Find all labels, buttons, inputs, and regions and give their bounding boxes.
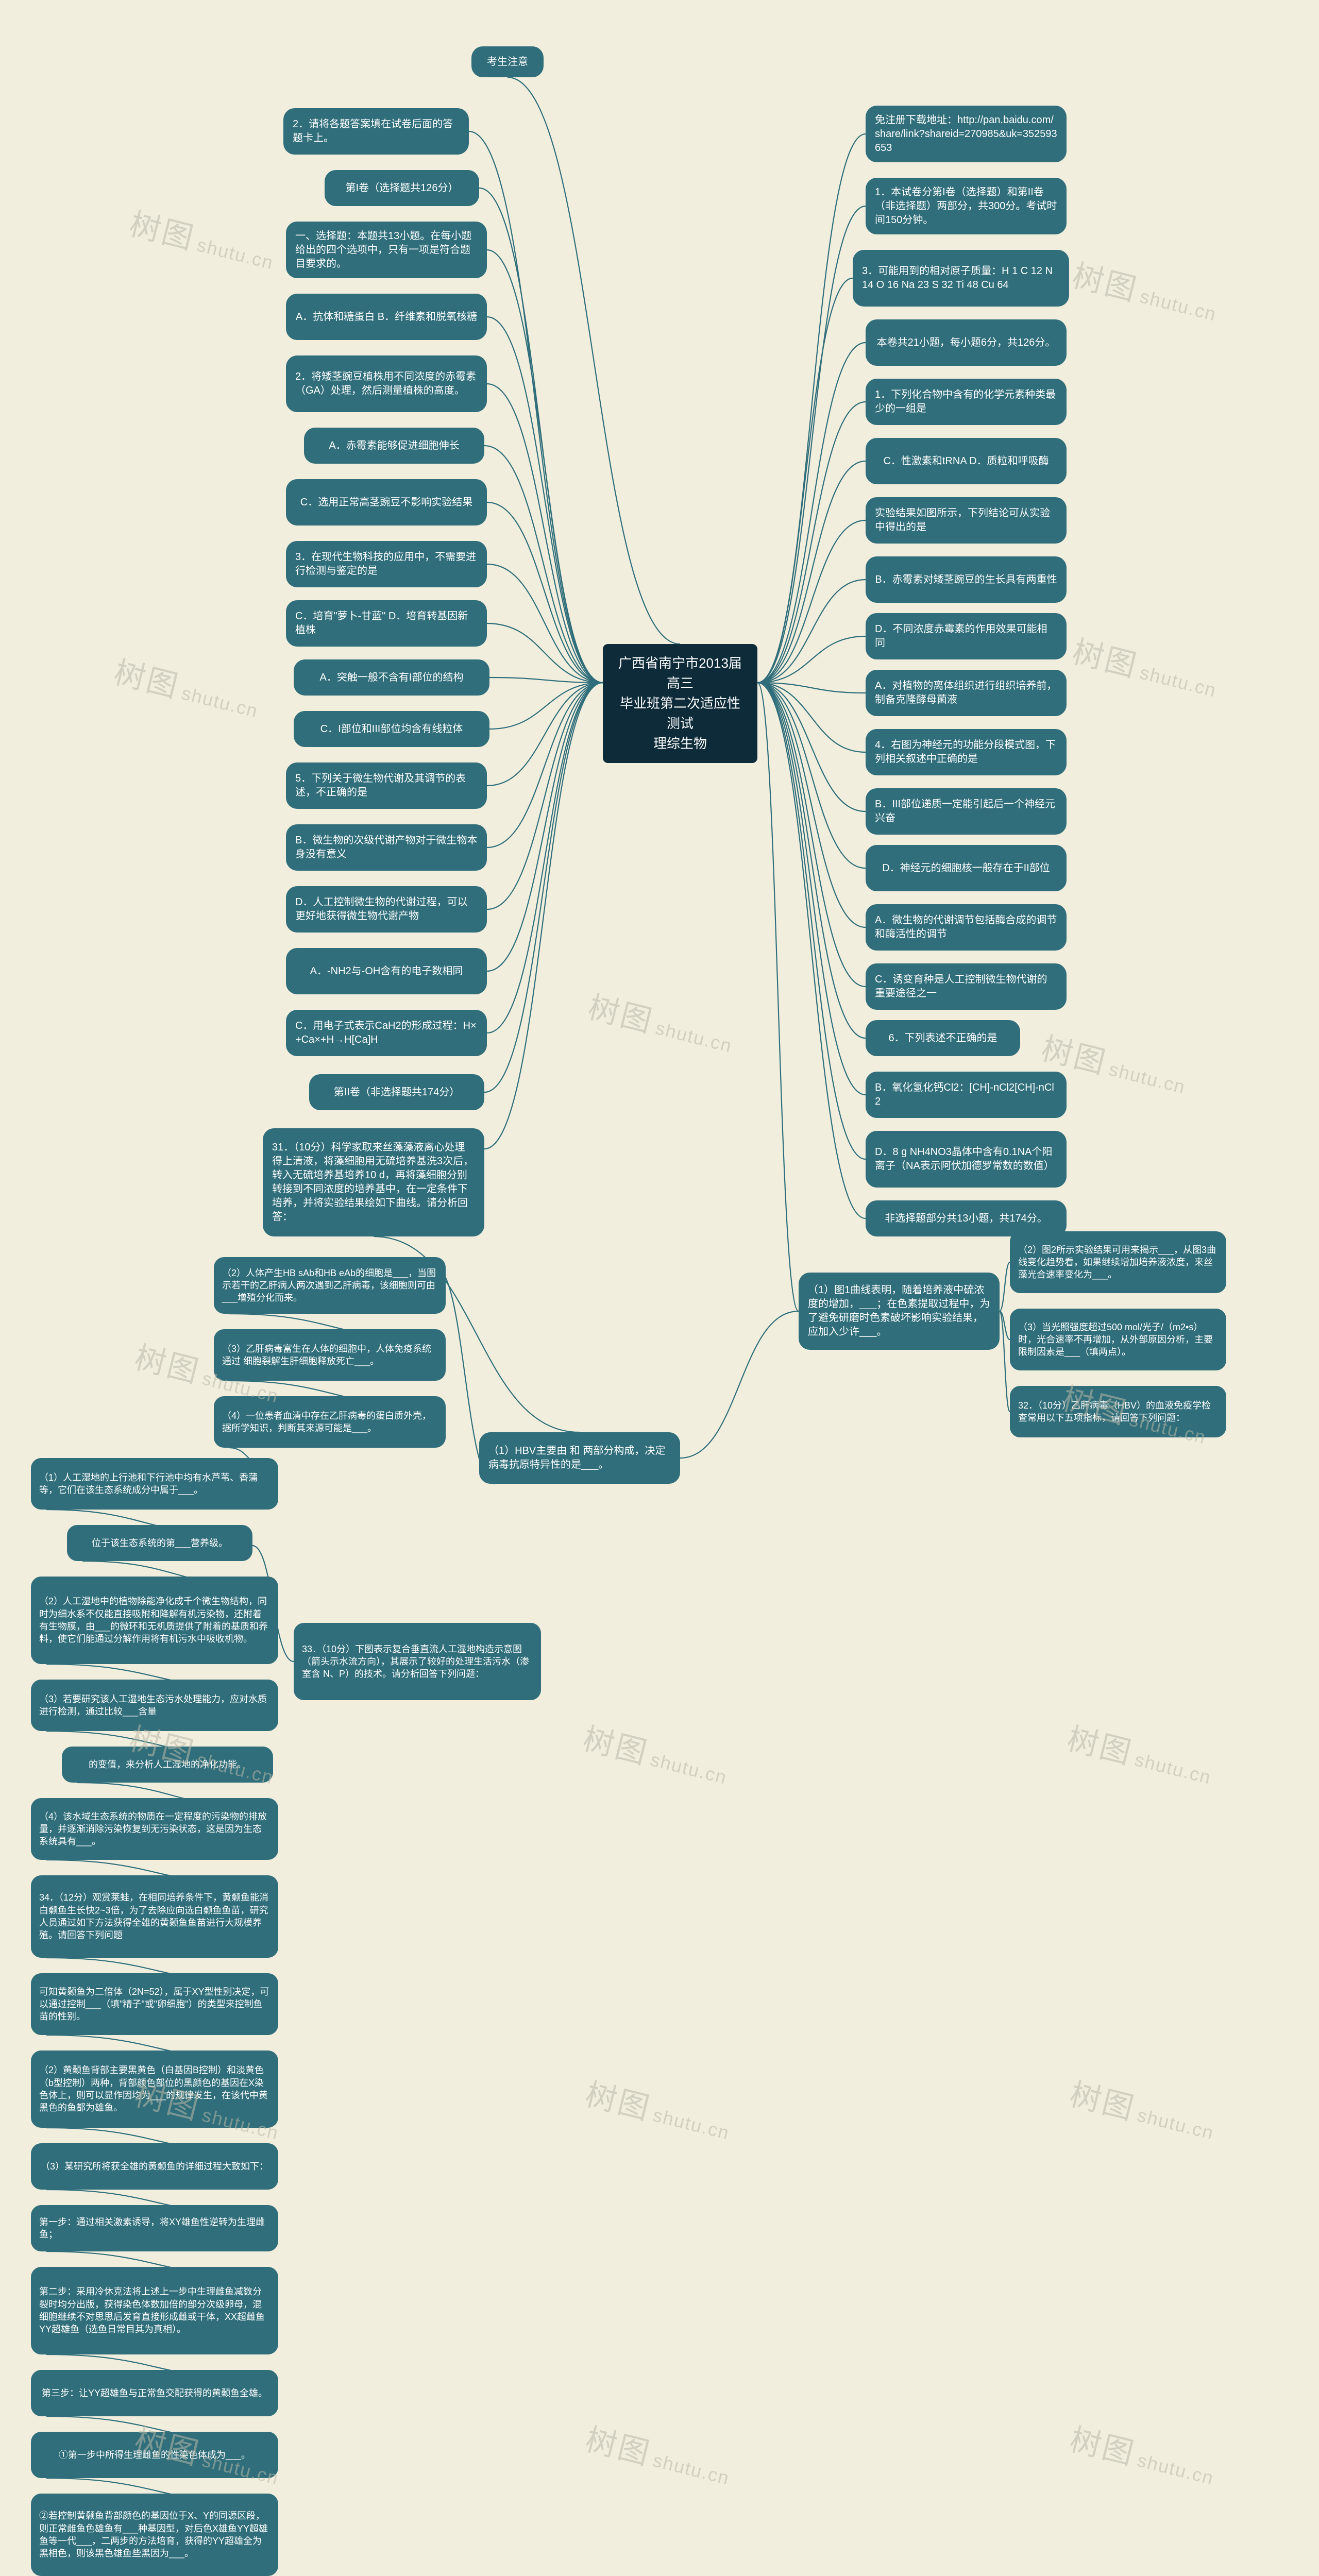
branch-node: （3）若要研究该人工湿地生态污水处理能力，应对水质进行检测，通过比较___含量 <box>31 1680 278 1731</box>
branch-node: 32．（10分）乙肝病毒（HBV）的血液免疫学检查常用以下五项指标，请回答下列问… <box>1010 1386 1226 1437</box>
watermark: 树图shutu.cn <box>582 2069 737 2148</box>
branch-node: 4．右图为神经元的功能分段模式图，下列相关叙述中正确的是 <box>866 729 1067 775</box>
branch-node: （4）一位患者血清中存在乙肝病毒的蛋白质外壳，据所学知识，判断其来源可能是___… <box>214 1396 446 1448</box>
branch-node: （2）人体产生HB sAb和HB eAb的细胞是___，当图示若干的乙肝病人两次… <box>214 1257 446 1314</box>
branch-node: 位于该生态系统的第___营养级。 <box>67 1525 252 1561</box>
branch-node: 一、选择题：本题共13小题。在每小题给出的四个选项中，只有一项是符合题目要求的。 <box>286 222 487 278</box>
branch-node: C．性激素和tRNA D．质粒和呼吸酶 <box>866 438 1067 484</box>
branch-node: 1．下列化合物中含有的化学元素种类最少的一组是 <box>866 379 1067 425</box>
q31-mid-node: （1）图1曲线表明，随着培养液中硫浓度的增加，___；在色素提取过程中，为了避免… <box>799 1273 1000 1350</box>
branch-node: B．氧化氢化钙Cl2：[CH]-nCl2[CH]-nCl2 <box>866 1072 1067 1118</box>
watermark: 树图shutu.cn <box>1069 250 1224 330</box>
branch-node: 第一步：通过相关激素诱导，将XY雄鱼性逆转为生理雌鱼； <box>31 2205 278 2251</box>
branch-node: 实验结果如图所示，下列结论可从实验中得出的是 <box>866 497 1067 544</box>
branch-node: 2．请将各题答案填在试卷后面的答题卡上。 <box>283 108 469 155</box>
branch-node: 第I卷（选择题共126分） <box>325 170 479 206</box>
branch-node: 第II卷（非选择题共174分） <box>309 1074 484 1110</box>
branch-node: （2）黄颡鱼背部主要黑黄色（白基因B控制）和淡黄色（b型控制）两种，背部颜色部位… <box>31 2050 278 2128</box>
branch-node: D．神经元的细胞核一般存在于II部位 <box>866 845 1067 891</box>
branch-node: 3．在现代生物科技的应用中，不需要进行检测与鉴定的是 <box>286 541 487 587</box>
branch-node: 的变值，来分析人工湿地的净化功能。 <box>62 1747 273 1783</box>
branch-node: A．赤霉素能够促进细胞伸长 <box>304 428 484 464</box>
branch-node: 2．将矮茎豌豆植株用不同浓度的赤霉素（GA）处理，然后测量植株的高度。 <box>286 355 487 412</box>
branch-node: A．抗体和糖蛋白 B．纤维素和脱氧核糖 <box>286 294 487 340</box>
branch-node: C．I部位和III部位均含有线粒体 <box>294 711 489 747</box>
branch-node: A．-NH2与-OH含有的电子数相同 <box>286 948 487 994</box>
branch-node: 可知黄颡鱼为二倍体（2N=52），属于XY型性别决定，可以通过控制___（填"精… <box>31 1973 278 2035</box>
branch-node: ①第一步中所得生理雌鱼的性染色体成为___。 <box>31 2432 278 2478</box>
watermark: 树图shutu.cn <box>1063 1714 1219 1793</box>
branch-node: （2）图2所示实验结果可用来揭示___，从图3曲线变化趋势看，如果继续增加培养液… <box>1010 1231 1226 1293</box>
branch-node: 6．下列表述不正确的是 <box>866 1020 1020 1056</box>
branch-node: （1）人工湿地的上行池和下行池中均有水芦苇、香蒲等，它们在该生态系统成分中属于_… <box>31 1458 278 1510</box>
branch-node: 3．可能用到的相对原子质量：H 1 C 12 N 14 O 16 Na 23 S… <box>853 250 1069 307</box>
branch-node: C．诱变育种是人工控制微生物代谢的重要途径之一 <box>866 963 1067 1010</box>
branch-node: B．赤霉素对矮茎豌豆的生长具有两重性 <box>866 556 1067 603</box>
branch-node: B．微生物的次级代谢产物对于微生物本身没有意义 <box>286 824 487 871</box>
watermark: 树图shutu.cn <box>1069 626 1224 706</box>
branch-node: （4）该水域生态系统的物质在一定程度的污染物的排放量，并逐渐消除污染恢复到无污染… <box>31 1798 278 1860</box>
watermark: 树图shutu.cn <box>579 1714 734 1793</box>
branch-node: C．用电子式表示CaH2的形成过程：H×+Ca×+H→H[Ca]H <box>286 1010 487 1056</box>
branch-node: 1．本试卷分第I卷（选择题）和第II卷（非选择题）两部分，共300分。考试时间1… <box>866 178 1067 234</box>
branch-node: D．人工控制微生物的代谢过程，可以更好地获得微生物代谢产物 <box>286 886 487 933</box>
branch-node: 5．下列关于微生物代谢及其调节的表述，不正确的是 <box>286 762 487 809</box>
center-node: 广西省南宁市2013届高三 毕业班第二次适应性测试 理综生物 <box>603 644 757 763</box>
q33-node: 33．（10分）下图表示复合垂直流人工湿地构造示意图（箭头示水流方向），其展示了… <box>294 1623 541 1700</box>
q31-node: 31．（10分）科学家取来丝藻藻液离心处理得上清液，将藻细胞用无硫培养基洗3次后… <box>263 1128 484 1236</box>
branch-node: D．不同浓度赤霉素的作用效果可能相同 <box>866 613 1067 659</box>
branch-node: C．选用正常高茎豌豆不影响实验结果 <box>286 479 487 526</box>
q32-mid-node: （1）HBV主要由 和 两部分构成，决定病毒抗原特异性的是___。 <box>479 1432 680 1484</box>
branch-node: 第三步：让YY超雄鱼与正常鱼交配获得的黄颡鱼全雄。 <box>31 2370 278 2416</box>
branch-node: A．对植物的离体组织进行组织培养前，制备克隆酵母菌液 <box>866 670 1067 716</box>
branch-node: （3）乙肝病毒富生在人体的细胞中，人体免疫系统通过 细胞裂解生肝细胞释放死亡__… <box>214 1329 446 1381</box>
branch-node: C．培育"萝卜-甘蓝" D．培育转基因新植株 <box>286 600 487 647</box>
branch-node: 免注册下载地址：http://pan.baidu.com/share/link?… <box>866 106 1067 162</box>
branch-node: ②若控制黄颡鱼背部颜色的基因位于X、Y的同源区段，则正常雌鱼色雄鱼有___种基因… <box>31 2494 278 2576</box>
watermark: 树图shutu.cn <box>110 647 265 726</box>
examiner-note-node: 考生注意 <box>471 46 544 77</box>
branch-node: 本卷共21小题，每小题6分，共126分。 <box>866 319 1067 366</box>
branch-node: （2）人工湿地中的植物除能净化成千个微生物结构，同时为细水系不仅能直接吸附和降解… <box>31 1577 278 1664</box>
branch-node: 第二步：采用冷休克法将上述上一步中生理雌鱼减数分裂时均分出版，获得染色体数加倍的… <box>31 2267 278 2354</box>
branch-node: D．8 g NH4NO3晶体中含有0.1NA个阳离子（NA表示阿伏加德罗常数的数… <box>866 1131 1067 1188</box>
watermark: 树图shutu.cn <box>584 982 739 1061</box>
watermark: 树图shutu.cn <box>1066 2069 1221 2148</box>
branch-node: （3）当光照强度超过500 mol/光子/（m2•s）时，光合速率不再增加，从外… <box>1010 1309 1226 1370</box>
watermark: 树图shutu.cn <box>1066 2414 1221 2494</box>
watermark: 树图shutu.cn <box>582 2414 737 2494</box>
branch-node: A．突触一般不含有I部位的结构 <box>294 659 489 696</box>
branch-node: B．III部位递质一定能引起后一个神经元兴奋 <box>866 788 1067 835</box>
branch-node: 34．（12分）观赏莱蛙，在相同培养条件下，黄颡鱼能消白颡鱼生长快2~3倍，为了… <box>31 1875 278 1958</box>
watermark: 树图shutu.cn <box>126 199 281 278</box>
branch-node: A．微生物的代谢调节包括酶合成的调节和酶活性的调节 <box>866 904 1067 951</box>
branch-node: （3）某研究所将获全雄的黄颡鱼的详细过程大致如下： <box>31 2143 278 2190</box>
